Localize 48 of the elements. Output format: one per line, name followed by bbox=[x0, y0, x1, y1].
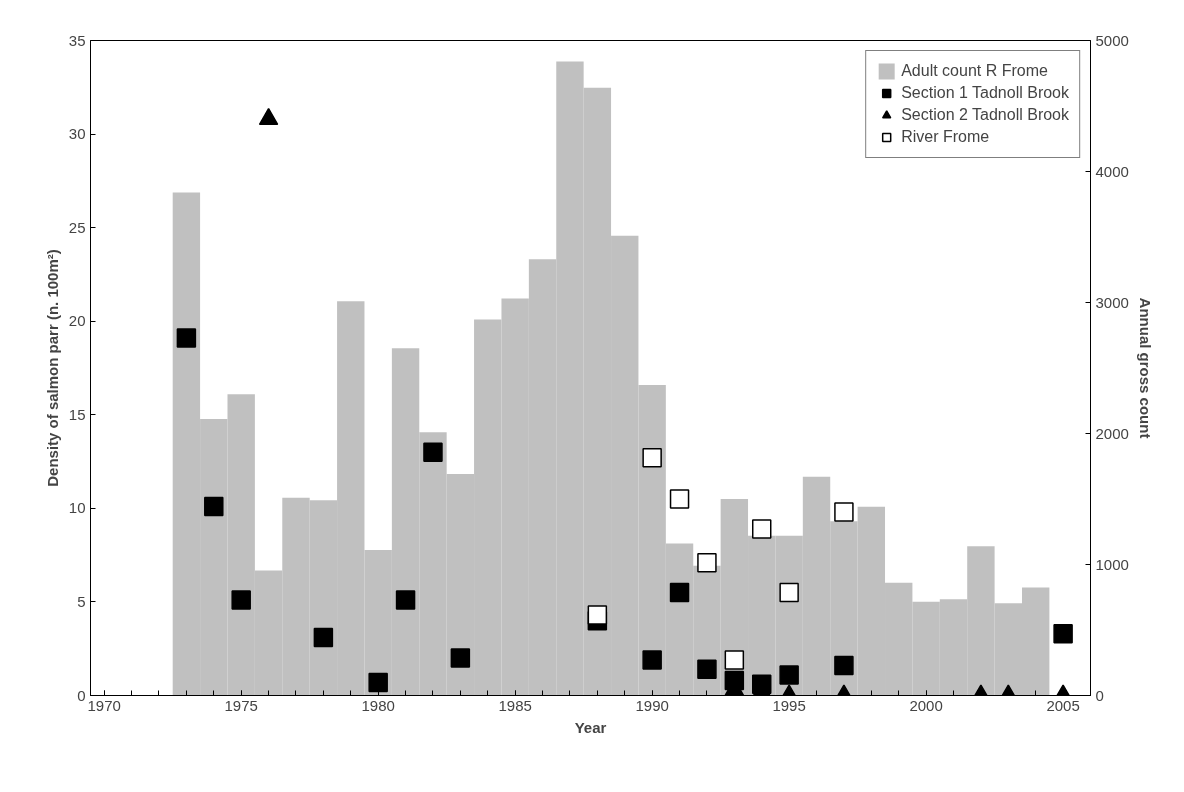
y2-tick-label: 1000 bbox=[1095, 555, 1129, 573]
x-axis-title: Year bbox=[574, 718, 607, 736]
legend-label: Section 2 Tadnoll Brook bbox=[901, 106, 1069, 124]
point bbox=[395, 590, 416, 610]
y-axis-title: Density of salmon parr (n. 100m²) bbox=[43, 249, 61, 487]
y2-axis-title: Annual gross count bbox=[1136, 297, 1154, 439]
y2-tick-label: 3000 bbox=[1095, 293, 1129, 311]
y2-tick-label: 5000 bbox=[1095, 31, 1129, 49]
x-tick-label: 1990 bbox=[635, 696, 669, 714]
y-tick-label: 5 bbox=[77, 592, 86, 610]
point bbox=[450, 648, 471, 668]
y-tick-label: 35 bbox=[68, 31, 86, 49]
point bbox=[313, 627, 334, 648]
x-tick-label: 1970 bbox=[87, 696, 121, 714]
y-tick-label: 30 bbox=[68, 125, 86, 143]
y-tick-label: 15 bbox=[68, 405, 86, 423]
x-tick-label: 1995 bbox=[772, 696, 806, 714]
point bbox=[368, 672, 388, 693]
point bbox=[697, 659, 717, 680]
x-tick-label: 1980 bbox=[361, 696, 395, 714]
point bbox=[231, 590, 251, 610]
point bbox=[587, 605, 608, 625]
point bbox=[204, 496, 224, 517]
point bbox=[669, 582, 690, 603]
point bbox=[724, 650, 745, 670]
y2-tick-label: 4000 bbox=[1095, 162, 1129, 180]
point bbox=[1053, 623, 1073, 644]
point bbox=[642, 650, 662, 670]
y-tick-label: 10 bbox=[68, 499, 86, 517]
x-tick-label: 1985 bbox=[498, 696, 532, 714]
x-tick-label: 2005 bbox=[1046, 696, 1080, 714]
point bbox=[697, 552, 717, 573]
point bbox=[779, 582, 799, 603]
legend-label: Section 1 Tadnoll Brook bbox=[901, 84, 1069, 102]
point bbox=[834, 655, 854, 676]
x-tick-label: 2000 bbox=[909, 696, 943, 714]
y2-tick-label: 2000 bbox=[1095, 424, 1129, 442]
x-tick-label: 1975 bbox=[224, 696, 258, 714]
point bbox=[642, 448, 662, 468]
point bbox=[423, 442, 443, 462]
y-tick-label: 0 bbox=[77, 686, 86, 704]
point bbox=[779, 665, 799, 685]
legend-label: River Frome bbox=[901, 128, 990, 146]
y-tick-label: 20 bbox=[68, 312, 86, 330]
y2-tick-label: 0 bbox=[1095, 686, 1104, 704]
legend-label: Adult count R Frome bbox=[901, 62, 1048, 80]
y-tick-label: 25 bbox=[68, 218, 86, 236]
point bbox=[176, 328, 197, 348]
